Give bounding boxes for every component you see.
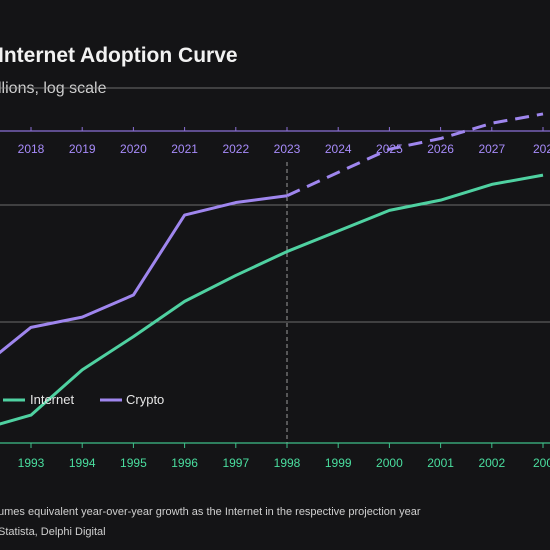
bottom-tick-label: 1995	[120, 456, 147, 470]
bottom-tick-label: 1994	[69, 456, 96, 470]
bottom-tick-label: 2001	[427, 456, 454, 470]
bottom-tick-label: 1996	[171, 456, 198, 470]
top-tick-label: 202	[533, 142, 550, 156]
top-tick-label: 2027	[478, 142, 505, 156]
top-tick-label: 2022	[222, 142, 249, 156]
top-tick-label: 2024	[325, 142, 352, 156]
top-tick-label: 2026	[427, 142, 454, 156]
legend-internet-label: Internet	[30, 392, 74, 407]
footnote-assumption: umes equivalent year-over-year growth as…	[0, 506, 421, 518]
series	[0, 112, 544, 426]
legend: Internet Crypto	[3, 392, 164, 407]
top-tick-label: 2021	[171, 142, 198, 156]
bottom-tick-label: 200	[533, 456, 550, 470]
top-tick-label: 2018	[18, 142, 45, 156]
crypto-line-actual	[0, 194, 288, 355]
crypto-line-projected	[286, 112, 544, 198]
internet-line	[0, 173, 544, 426]
bottom-tick-label: 1998	[274, 456, 301, 470]
legend-crypto-label: Crypto	[126, 392, 164, 407]
grid	[0, 87, 550, 323]
bottom-tick-label: 1993	[18, 456, 45, 470]
top-tick-label: 2023	[274, 142, 301, 156]
bottom-tick-label: 2000	[376, 456, 403, 470]
axes: 2018 2019 2020 2021 2022 2023 2024 2025 2026 2027…	[0, 127, 550, 470]
bottom-tick-label: 1997	[222, 456, 249, 470]
chart-title: Internet Adoption Curve	[0, 44, 238, 67]
footnote-source: Statista, Delphi Digital	[0, 526, 106, 538]
bottom-tick-label: 2002	[478, 456, 505, 470]
top-tick-label: 2019	[69, 142, 96, 156]
bottom-tick-label: 1999	[325, 456, 352, 470]
top-tick-label: 2020	[120, 142, 147, 156]
